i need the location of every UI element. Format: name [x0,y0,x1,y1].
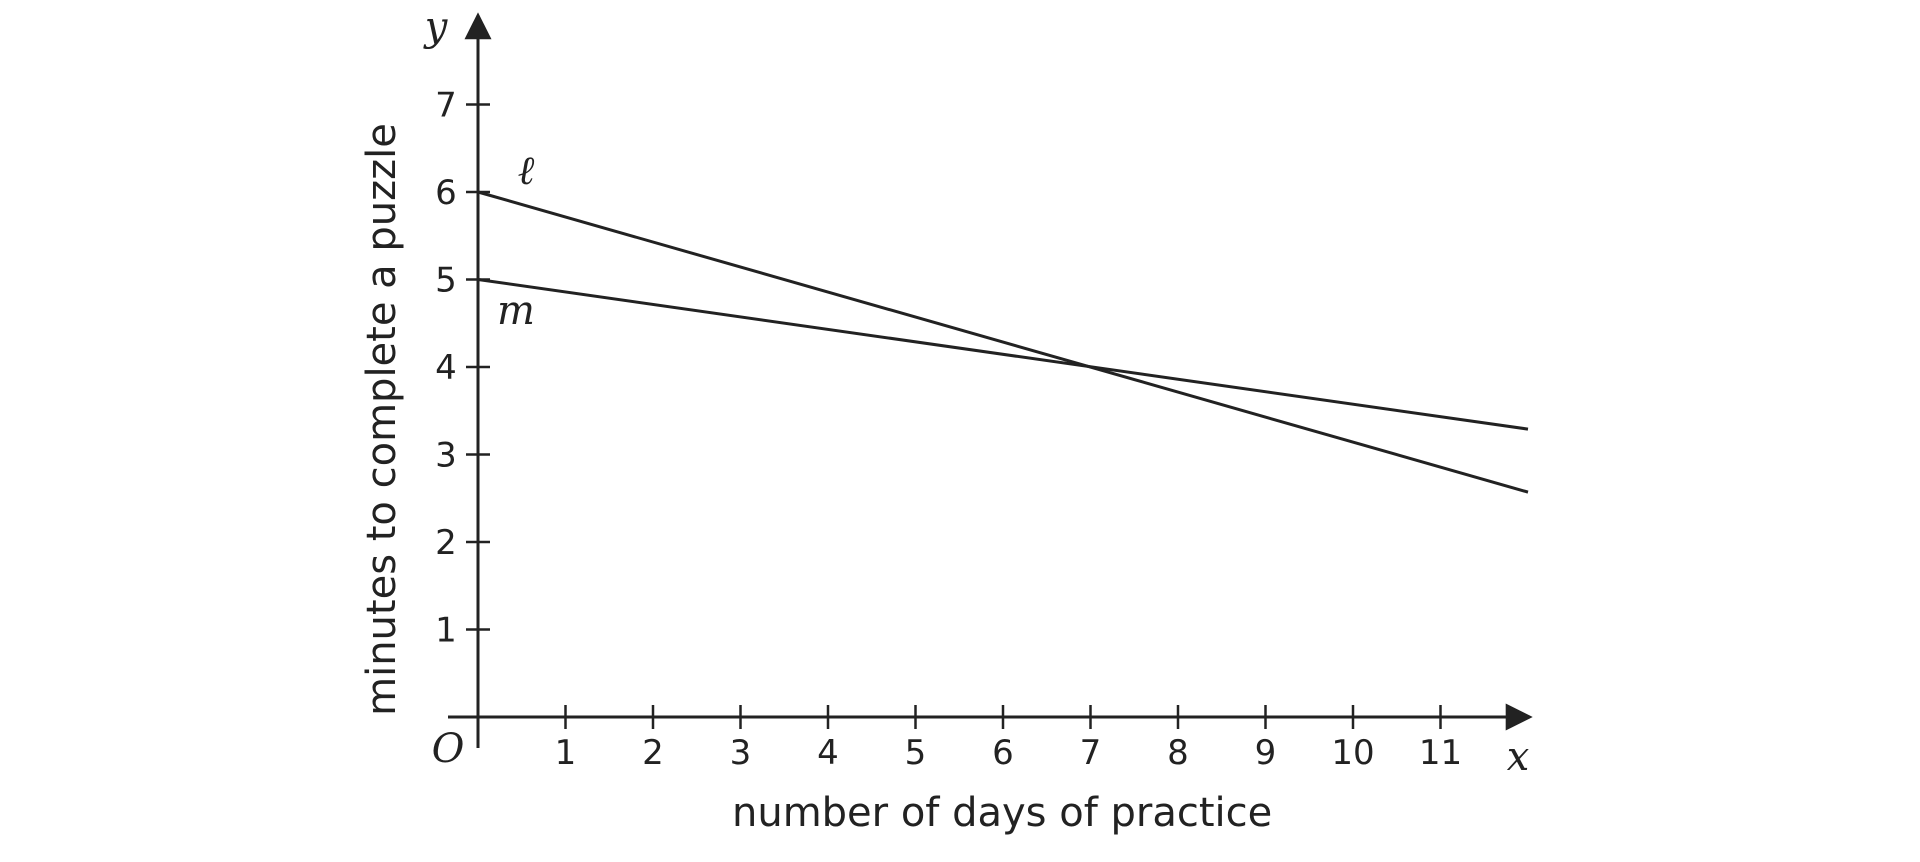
y-tick-label: 3 [435,436,457,476]
y-axis-letter: y [423,4,449,50]
x-tick-label: 9 [1255,733,1277,773]
y-tick-label: 2 [435,523,457,563]
x-tick-label: 8 [1167,733,1189,773]
x-tick-label: 10 [1331,733,1374,773]
axes [448,12,1533,748]
origin-label: O [432,726,465,772]
line-m-label: m [497,288,535,334]
y-tick-label: 6 [435,173,457,213]
x-tick-label: 5 [905,733,927,773]
x-tick-label: 6 [992,733,1014,773]
x-axis-title: number of days of practice [732,790,1272,836]
y-tick-label: 1 [435,611,457,651]
line-l [477,190,1529,494]
y-tick-label: 4 [435,348,457,388]
x-tick-label: 7 [1080,733,1102,773]
x-tick-label: 4 [817,733,839,773]
labels: number of days of practice minutes to co… [359,4,1529,836]
x-tick-label: 1 [555,733,577,773]
series [477,190,1529,494]
y-tick-label: 7 [435,86,457,126]
x-tick-label: 2 [642,733,664,773]
line-m [477,278,1529,431]
x-axis-letter: x [1507,734,1530,780]
x-tick-label: 3 [730,733,752,773]
y-axis-title: minutes to complete a puzzle [359,123,405,716]
y-tick-label: 5 [435,261,457,301]
line-l-label: ℓ [518,148,535,194]
x-tick-label: 11 [1419,733,1462,773]
